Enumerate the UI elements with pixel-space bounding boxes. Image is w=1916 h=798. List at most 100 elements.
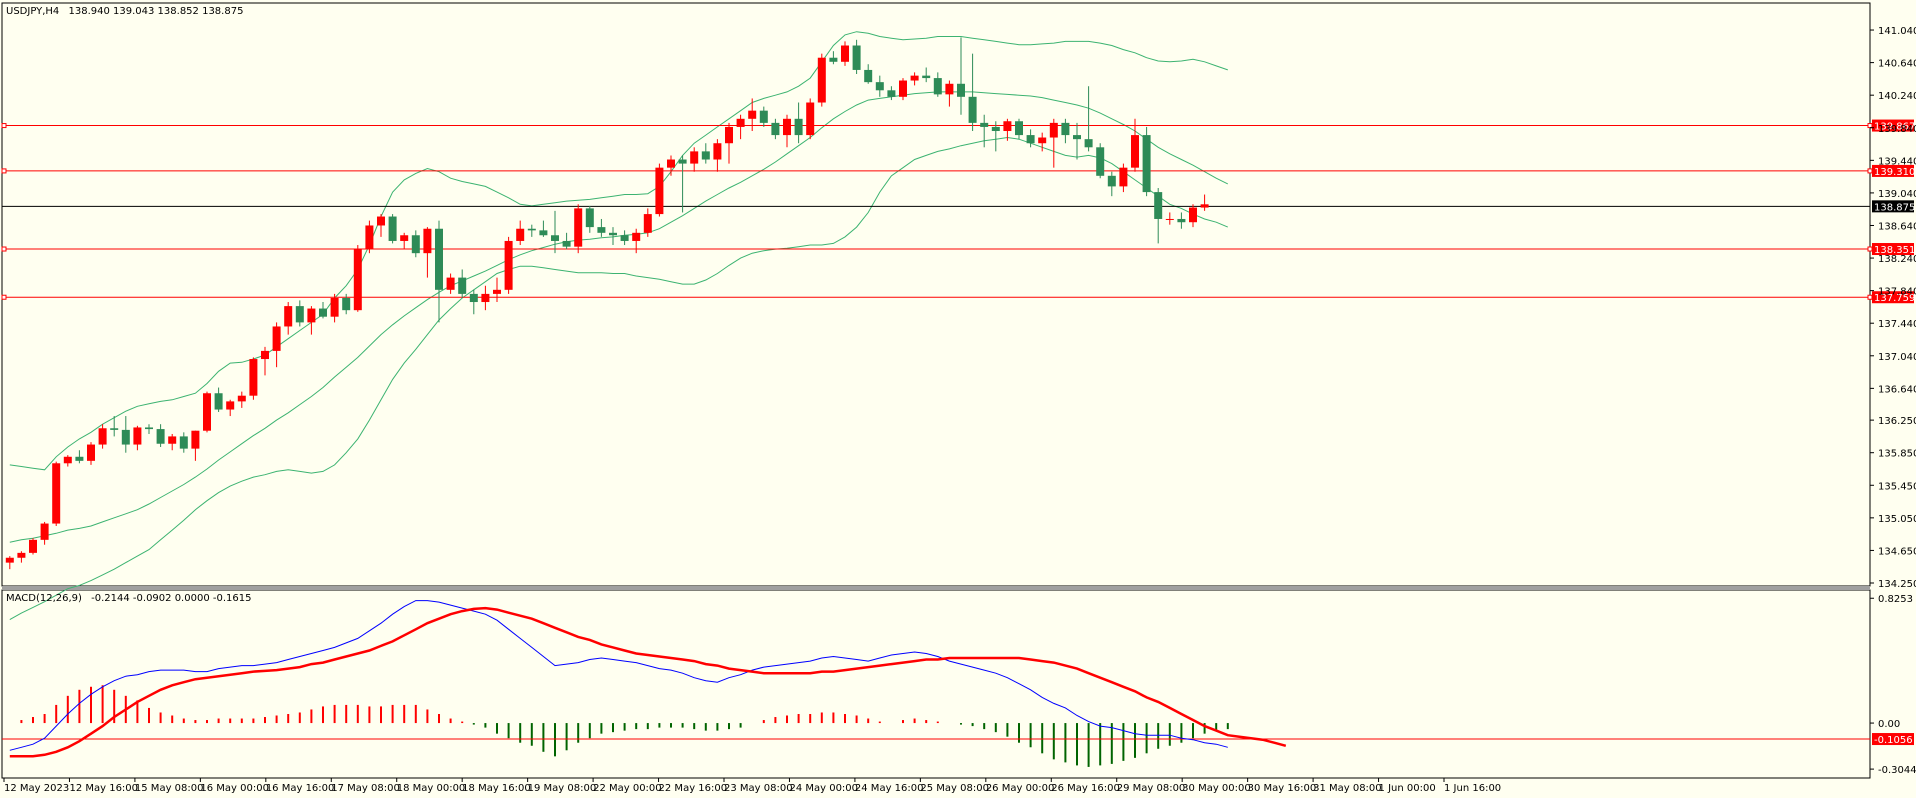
price-tick-label: 136.640 bbox=[1878, 384, 1916, 395]
candle-body bbox=[261, 350, 269, 360]
candle-body bbox=[829, 57, 838, 62]
candle-body bbox=[458, 277, 467, 294]
time-tick-label: 19 May 08:00 bbox=[528, 783, 597, 794]
candle-body bbox=[249, 359, 258, 396]
candle-body bbox=[307, 308, 316, 323]
candle-body bbox=[330, 297, 339, 317]
price-tick-label: 135.050 bbox=[1878, 514, 1916, 525]
level-price-tag bbox=[1872, 243, 1914, 256]
candle-body bbox=[655, 167, 664, 215]
candle-body bbox=[574, 208, 583, 247]
candle-body bbox=[203, 393, 211, 431]
price-tick-label: 138.240 bbox=[1878, 254, 1916, 265]
time-tick-label: 24 May 16:00 bbox=[855, 783, 924, 794]
pane-separator[interactable] bbox=[2, 586, 1870, 590]
candle-body bbox=[110, 428, 119, 430]
candle-body bbox=[516, 228, 525, 241]
level-price-label: 137.759 bbox=[1874, 293, 1915, 304]
price-tick-label: 137.840 bbox=[1878, 287, 1916, 298]
candle-body bbox=[133, 427, 142, 445]
candle-body bbox=[771, 122, 780, 136]
candle-body bbox=[145, 427, 153, 430]
candle-body bbox=[481, 293, 490, 303]
time-tick-label: 12 May 2023 bbox=[4, 783, 69, 794]
price-pane bbox=[1, 31, 1873, 621]
time-tick-label: 29 May 08:00 bbox=[1117, 783, 1186, 794]
candle-body bbox=[75, 456, 84, 461]
candle-body bbox=[632, 232, 641, 241]
time-tick-label: 16 May 00:00 bbox=[200, 783, 269, 794]
time-tick-label: 26 May 00:00 bbox=[986, 783, 1055, 794]
candle-body bbox=[1026, 135, 1035, 144]
candle-body bbox=[713, 143, 722, 160]
candle-body bbox=[353, 249, 362, 311]
candle-body bbox=[469, 293, 478, 303]
time-tick-label: 1 Jun 00:00 bbox=[1379, 783, 1436, 794]
level-handle bbox=[1, 123, 7, 129]
level-price-label: 138.351 bbox=[1874, 245, 1915, 256]
price-tick-label: 137.040 bbox=[1878, 352, 1916, 363]
current-price-tag bbox=[1872, 200, 1914, 213]
candle-body bbox=[388, 216, 397, 241]
level-handle bbox=[1, 168, 7, 174]
candle-body bbox=[841, 45, 849, 62]
candle-body bbox=[783, 118, 791, 136]
candle-body bbox=[945, 83, 954, 95]
candle-body bbox=[643, 214, 652, 233]
time-tick-label: 1 Jun 16:00 bbox=[1444, 783, 1501, 794]
time-tick-label: 16 May 16:00 bbox=[266, 783, 335, 794]
candle-body bbox=[887, 90, 896, 97]
candle-body bbox=[1073, 135, 1081, 140]
candle-body bbox=[910, 75, 919, 81]
level-handle bbox=[1, 246, 7, 252]
candle-body bbox=[864, 69, 873, 83]
candle-body bbox=[620, 235, 629, 241]
macd-level-label: -0.1056 bbox=[1874, 735, 1913, 746]
time-tick-label: 25 May 08:00 bbox=[920, 783, 989, 794]
candle-body bbox=[968, 96, 977, 123]
candle-body bbox=[933, 78, 942, 95]
candle-body bbox=[597, 227, 606, 233]
candle-body bbox=[806, 102, 815, 136]
time-tick-label: 17 May 08:00 bbox=[331, 783, 400, 794]
level-handle bbox=[1, 294, 7, 300]
level-price-tag bbox=[1872, 164, 1914, 177]
candle-body bbox=[551, 235, 559, 241]
candle-body bbox=[922, 75, 931, 79]
candle-body bbox=[980, 122, 989, 127]
candle-body bbox=[98, 428, 107, 445]
candle-body bbox=[539, 230, 548, 236]
candle-body bbox=[319, 308, 327, 317]
level-price-tag bbox=[1872, 291, 1914, 304]
time-tick-label: 15 May 08:00 bbox=[135, 783, 204, 794]
level-price-label: 139.310 bbox=[1874, 167, 1915, 178]
candle-body bbox=[156, 429, 165, 444]
candle-body bbox=[725, 126, 733, 144]
candle-body bbox=[342, 297, 351, 311]
candle-body bbox=[1177, 218, 1186, 223]
candle-body bbox=[493, 289, 501, 294]
candle-body bbox=[272, 326, 281, 351]
candle-body bbox=[295, 306, 304, 323]
price-tick-label: 136.250 bbox=[1878, 416, 1916, 427]
price-tick-label: 140.240 bbox=[1878, 91, 1916, 102]
time-tick-label: 24 May 00:00 bbox=[789, 783, 858, 794]
candle-body bbox=[759, 110, 768, 123]
candle-body bbox=[168, 436, 177, 444]
candle-body bbox=[690, 151, 699, 164]
candle-body bbox=[1015, 121, 1023, 136]
candle-body bbox=[504, 240, 513, 290]
candle-body bbox=[748, 110, 757, 119]
candle-body bbox=[214, 393, 223, 410]
bollinger-upper-band bbox=[9, 31, 1228, 471]
candle-body bbox=[1200, 204, 1209, 208]
level-handle bbox=[1867, 246, 1873, 252]
ohlc-values: 138.940 139.043 138.852 138.875 bbox=[68, 6, 243, 17]
time-tick-label: 30 May 00:00 bbox=[1182, 783, 1251, 794]
macd-tick-label: 0.8253 bbox=[1878, 594, 1913, 605]
candle-body bbox=[1107, 175, 1116, 187]
candle-body bbox=[957, 83, 965, 97]
price-tick-label: 134.650 bbox=[1878, 546, 1916, 557]
candle-body bbox=[852, 45, 861, 70]
